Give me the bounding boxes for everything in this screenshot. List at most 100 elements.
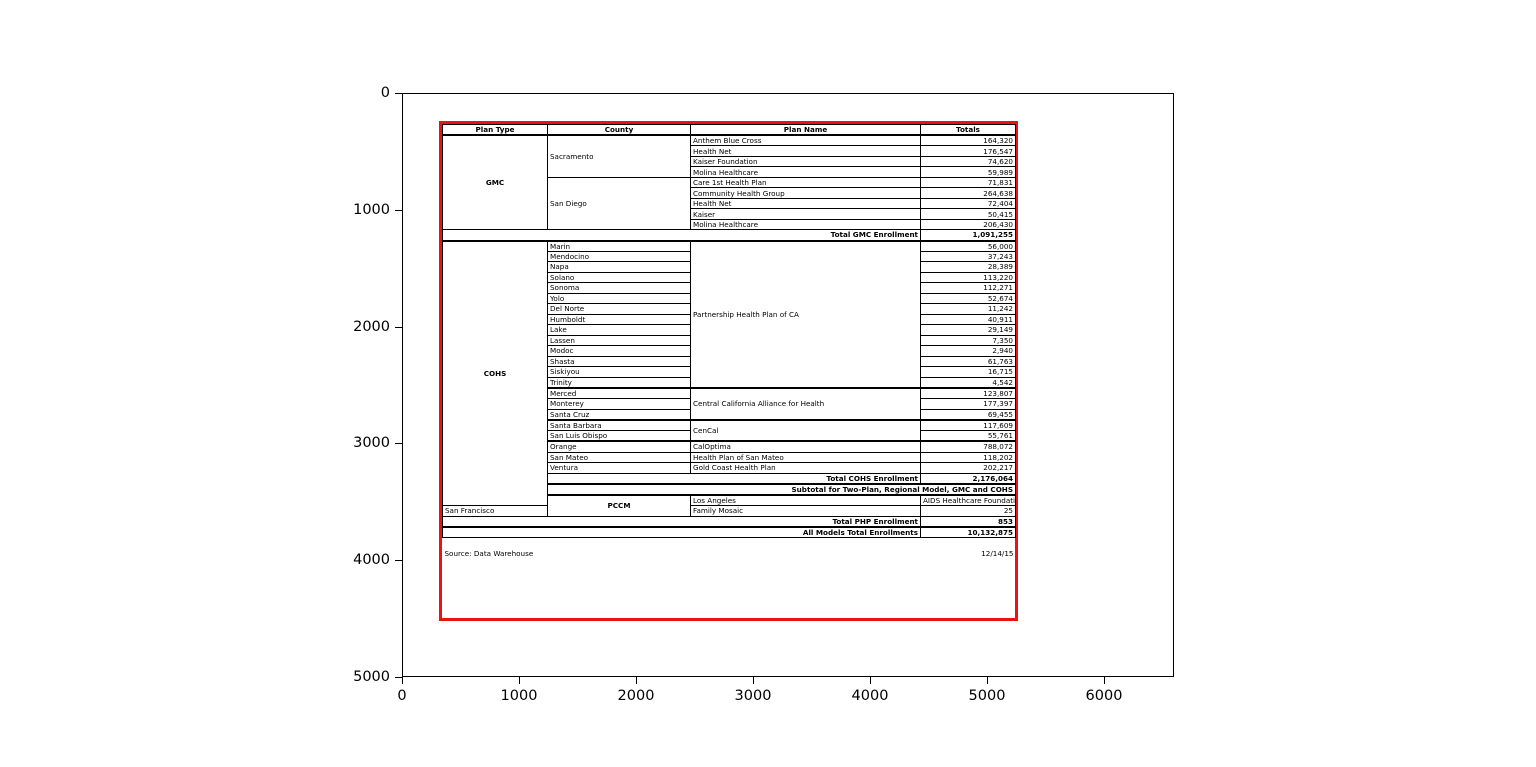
county-cell: Solano — [547, 271, 691, 284]
total-cell: 59,989 — [920, 166, 1016, 178]
total-cell: 72,404 — [920, 197, 1016, 210]
plan-type-cell: COHS — [442, 239, 548, 507]
subtotal-label: Total PHP Enrollment — [442, 515, 921, 528]
y-tick-label: 5000 — [353, 669, 390, 685]
total-cell: 264,638 — [920, 187, 1016, 199]
grand-subtotal-label: Subtotal for Two-Plan, Regional Model, G… — [547, 482, 1016, 496]
total-cell: 117,609 — [920, 418, 1016, 432]
col-header-plan-type: Plan Type — [442, 124, 548, 136]
y-tick-label: 4000 — [353, 552, 390, 569]
county-cell: San Luis Obispo — [547, 430, 691, 442]
county-cell: Marin — [547, 239, 691, 252]
table-row: COHS Marin Partnership Health Plan of CA… — [442, 239, 1016, 507]
county-cell: Shasta — [547, 355, 691, 368]
plan-name-cell: Molina Healthcare — [690, 166, 921, 178]
county-cell: Napa — [547, 261, 691, 273]
total-cell: 69,455 — [920, 408, 1016, 421]
table-row: Merced Central California Alliance for H… — [443, 387, 1016, 421]
plan-type-cell: GMC — [442, 134, 548, 231]
total-cell: 50,415 — [920, 208, 1016, 220]
total-cell: 164,320 — [920, 134, 1016, 147]
total-cell: 25 — [920, 505, 1016, 517]
county-cell: Ventura — [547, 462, 691, 474]
subtotal-row-gmc: Total GMC Enrollment 1,091,255 — [442, 229, 1016, 242]
table-row: GMC Sacramento Anthem Blue Cross 164,320 — [442, 134, 1016, 231]
source-row: Source: Data Warehouse 12/14/15 — [443, 548, 1016, 559]
y-tick-label: 3000 — [353, 435, 390, 452]
plan-name-cell: Kaiser — [690, 208, 921, 220]
plan-name-cell: Health Plan of San Mateo — [690, 451, 921, 464]
county-cell: San Francisco — [442, 505, 548, 517]
plan-name-cell: Community Health Group — [690, 187, 921, 199]
table-header-row: Plan Type County Plan Name Totals — [442, 124, 1016, 136]
subtotal-label: Total COHS Enrollment — [547, 472, 921, 485]
county-cell: Yolo — [547, 292, 691, 305]
enrollment-table: Plan Type County Plan Name Totals GMC Sa… — [442, 124, 1016, 559]
total-cell: 113,220 — [920, 271, 1016, 284]
col-header-totals: Totals — [920, 124, 1016, 136]
y-tick-label: 1000 — [353, 201, 390, 218]
subtotal-value: 853 — [920, 515, 1016, 528]
x-tick-label: 3000 — [734, 688, 772, 704]
total-cell: 177,397 — [920, 398, 1016, 410]
x-tick-label: 6000 — [1085, 688, 1123, 704]
total-cell: 52,674 — [920, 292, 1016, 305]
table-row: PCCM Los Angeles AIDS Healthcare Foundat… — [443, 493, 1016, 517]
total-cell: 11,242 — [920, 303, 1016, 315]
plan-name-cell: CalOptima — [690, 440, 921, 453]
plan-name-cell: AIDS Healthcare Foundation — [920, 493, 1016, 507]
table-row: San Francisco Family Mosaic 25 — [442, 505, 1016, 517]
col-header-county: County — [547, 124, 691, 136]
county-cell: Sacramento — [547, 134, 691, 178]
table-row: Health Net 176,547 — [443, 145, 1016, 157]
plan-name-cell: Care 1st Health Plan — [690, 176, 921, 189]
plan-name-cell: Central California Alliance for Health — [690, 387, 921, 421]
source-date: 12/14/15 — [981, 548, 1014, 558]
total-cell: 71,831 — [920, 176, 1016, 189]
col-header-plan-name: Plan Name — [690, 124, 921, 136]
county-cell: Modoc — [547, 345, 691, 357]
grand-total-row: All Models Total Enrollments 10,132,875 — [442, 525, 1016, 539]
total-cell: 56,000 — [920, 239, 1016, 252]
total-cell: 37,243 — [920, 250, 1016, 263]
total-cell: 2,940 — [920, 345, 1016, 357]
table-row: Orange CalOptima 788,072 — [443, 440, 1016, 453]
county-cell: Merced — [547, 387, 691, 400]
plan-name-cell: CenCal — [690, 418, 921, 442]
table-row: Kaiser Foundation 74,620 — [443, 155, 1016, 168]
x-tick-label: 2000 — [617, 688, 655, 704]
total-cell: 123,807 — [920, 387, 1016, 400]
subtotal-value: 1,091,255 — [920, 229, 1016, 242]
spacer-row — [443, 538, 1016, 549]
plan-name-cell: Kaiser Foundation — [690, 155, 921, 168]
county-cell: Trinity — [547, 376, 691, 389]
plan-name-cell: Health Net — [690, 197, 921, 210]
total-cell: 176,547 — [920, 145, 1016, 157]
county-cell: Sonoma — [547, 282, 691, 294]
x-tick-label: 1000 — [500, 688, 538, 704]
county-cell: Humboldt — [547, 313, 691, 326]
total-cell: 4,542 — [920, 376, 1016, 389]
county-cell: Lassen — [547, 334, 691, 347]
grand-total-value: 10,132,875 — [920, 525, 1016, 539]
y-tick-label: 2000 — [353, 318, 390, 335]
table-row: Community Health Group 264,638 — [443, 187, 1016, 199]
plan-name-cell: Family Mosaic — [690, 505, 921, 517]
table-row: Kaiser 50,415 — [443, 208, 1016, 220]
plan-name-cell: Anthem Blue Cross — [690, 134, 921, 147]
county-cell: Orange — [547, 440, 691, 453]
total-cell: 7,350 — [920, 334, 1016, 347]
total-cell: 29,149 — [920, 324, 1016, 336]
x-tick-label: 0 — [397, 688, 407, 704]
total-cell: 16,715 — [920, 366, 1016, 378]
subtotal-label: Total GMC Enrollment — [442, 229, 921, 242]
plan-name-cell: Health Net — [690, 145, 921, 157]
total-cell: 55,761 — [920, 430, 1016, 442]
plot-area: Plan Type County Plan Name Totals GMC Sa… — [402, 93, 1174, 677]
county-cell: Del Norte — [547, 303, 691, 315]
x-tick-label: 5000 — [968, 688, 1006, 704]
grand-total-label: All Models Total Enrollments — [442, 525, 921, 539]
total-cell: 206,430 — [920, 218, 1016, 231]
county-cell: Mendocino — [547, 250, 691, 263]
